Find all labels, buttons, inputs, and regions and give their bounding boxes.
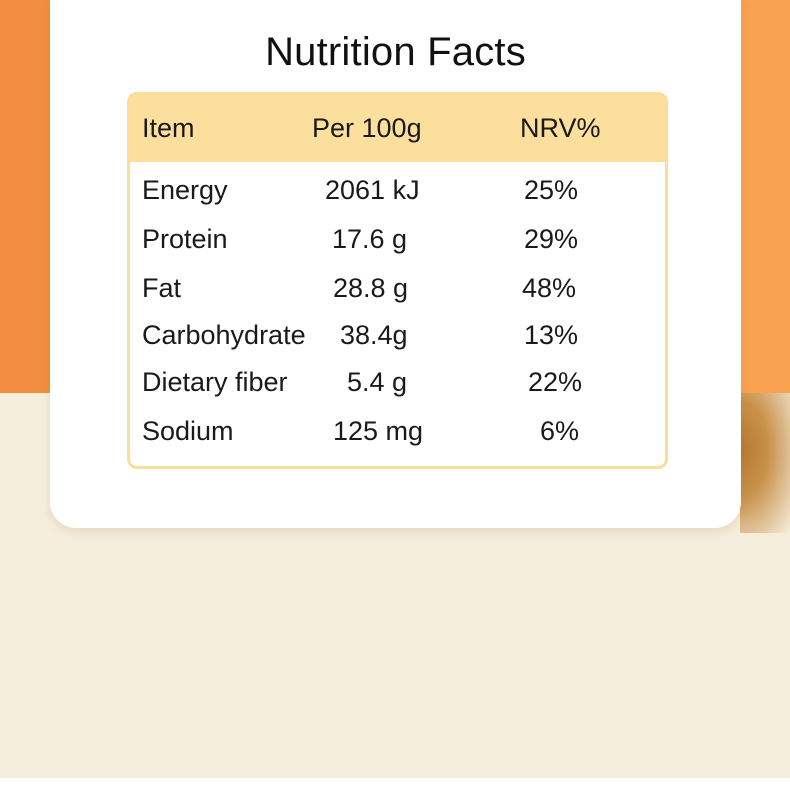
row-per-100g: 28.8 g bbox=[333, 273, 409, 303]
header-nrv: NRV% bbox=[520, 113, 601, 143]
header-item: Item bbox=[142, 113, 195, 143]
row-nrv: 6% bbox=[540, 416, 580, 446]
row-per-100g: 5.4 g bbox=[347, 367, 408, 397]
row-item-name: Sodium bbox=[142, 416, 234, 446]
row-nrv: 22% bbox=[528, 367, 583, 397]
header-per-100g: Per 100g bbox=[312, 113, 422, 143]
nutrition-table: Item Per 100g NRV% Energy 2061 kJ 25% Pr… bbox=[127, 92, 668, 469]
row-nrv: 48% bbox=[522, 273, 577, 303]
row-per-100g: 17.6 g bbox=[332, 224, 408, 254]
row-nrv: 29% bbox=[524, 224, 579, 254]
row-item-name: Energy bbox=[142, 175, 228, 205]
row-item-name: Fat bbox=[142, 273, 182, 303]
table-header-row: Item Per 100g NRV% bbox=[130, 95, 665, 162]
row-nrv: 13% bbox=[524, 320, 579, 350]
row-per-100g: 2061 kJ bbox=[325, 175, 420, 205]
background-shadow bbox=[740, 393, 790, 533]
bottom-strip bbox=[0, 778, 790, 790]
row-item-name: Protein bbox=[142, 224, 228, 254]
nutrition-card: Nutrition Facts Item Per 100g NRV% Energ… bbox=[50, 0, 741, 528]
row-per-100g: 38.4g bbox=[340, 320, 408, 350]
nutrition-title: Nutrition Facts bbox=[265, 30, 526, 74]
row-per-100g: 125 mg bbox=[333, 416, 424, 446]
row-item-name: Carbohydrate bbox=[142, 320, 306, 350]
row-item-name: Dietary fiber bbox=[142, 367, 288, 397]
row-nrv: 25% bbox=[524, 175, 579, 205]
